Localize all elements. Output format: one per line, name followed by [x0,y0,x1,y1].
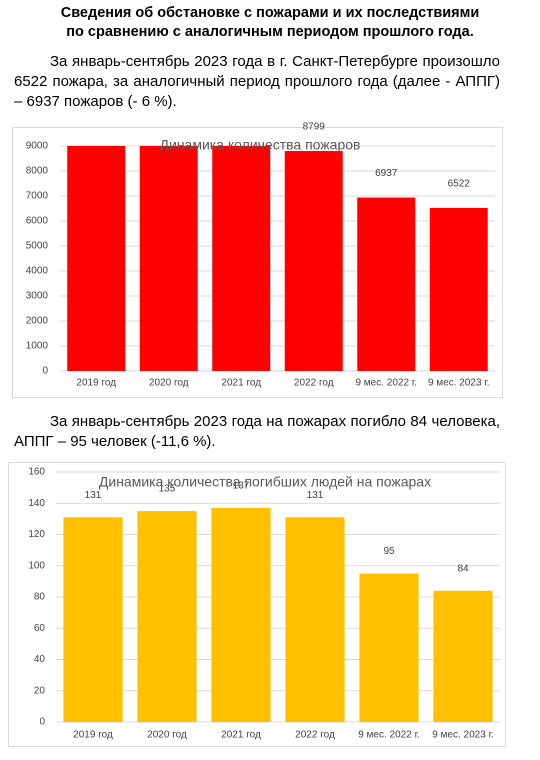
bar [137,511,197,722]
chart-frame [12,127,503,398]
bar [433,590,493,722]
y-tick-label: 7000 [26,191,49,202]
bar [429,207,488,371]
chart-title: Динамика количества пожаров [160,137,361,153]
y-tick-label: 5000 [26,241,49,252]
bar [284,151,343,371]
y-tick-label: 40 [34,654,46,665]
x-tick-label: 2019 год [73,730,113,741]
bar [63,517,123,722]
x-tick-label: 2021 год [221,378,261,389]
y-tick-label: 20 [34,685,46,696]
data-label: 6522 [448,179,471,190]
bar [285,517,345,722]
bar [357,197,416,371]
y-tick-label: 8000 [26,166,49,177]
paragraph: За январь-сентябрь 2023 года в г. Санкт-… [14,53,500,110]
y-tick-label: 1000 [26,341,49,352]
y-tick-label: 4000 [26,266,49,277]
data-label: 135 [159,484,176,495]
y-tick-label: 120 [28,529,45,540]
y-tick-label: 80 [34,592,46,603]
x-tick-label: 2022 год [295,730,335,741]
x-tick-label: 9 мес. 2023 г. [432,730,494,741]
y-tick-label: 3000 [26,291,49,302]
chart-title: Динамика количества погибших людей на по… [99,474,431,490]
x-tick-label: 9 мес. 2023 г. [428,378,490,389]
y-tick-label: 160 [28,467,45,478]
paragraph: За январь-сентябрь 2023 года на пожарах … [14,413,500,450]
bar [67,146,126,371]
bar [139,146,198,371]
bar [359,573,419,722]
y-tick-label: 100 [28,560,45,571]
bar [211,507,271,722]
y-tick-label: 2000 [26,316,49,327]
chart-frame [8,462,506,747]
y-tick-label: 6000 [26,216,49,227]
data-label: 131 [85,490,102,501]
data-label: 84 [457,563,469,574]
data-label: 95 [383,546,395,557]
y-tick-label: 0 [42,366,48,377]
data-label: 8799 [303,122,326,133]
bar [212,146,271,371]
x-tick-label: 9 мес. 2022 г. [355,378,417,389]
x-tick-label: 9 мес. 2022 г. [358,730,420,741]
x-tick-label: 2022 год [294,378,334,389]
y-tick-label: 9000 [26,141,49,152]
y-tick-label: 0 [39,717,45,728]
data-label: 131 [307,490,324,501]
y-tick-label: 60 [34,623,46,634]
y-tick-label: 140 [28,498,45,509]
x-tick-label: 2020 год [149,378,189,389]
data-label: 137 [233,481,250,492]
x-tick-label: 2020 год [147,730,187,741]
data-label: 6937 [375,168,398,179]
document-title: Сведения об обстановке с пожарами и их п… [60,5,480,40]
x-tick-label: 2021 год [221,730,261,741]
x-tick-label: 2019 год [76,378,116,389]
